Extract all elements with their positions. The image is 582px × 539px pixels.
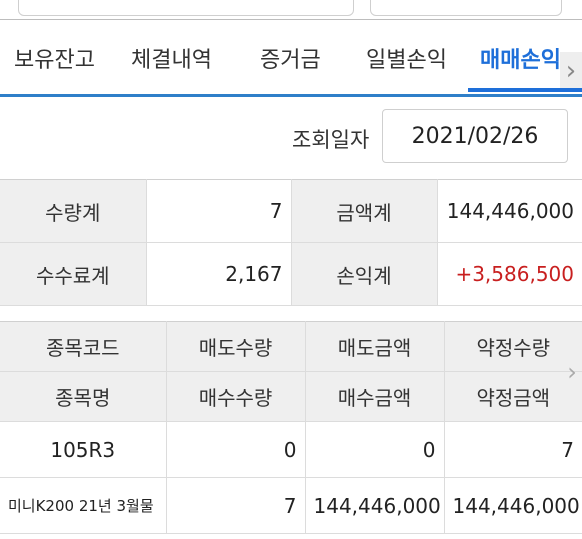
col-header-name: 종목명 bbox=[0, 371, 167, 422]
fee-total-value: 2,167 bbox=[146, 242, 292, 306]
top-partial-controls bbox=[0, 0, 582, 20]
tab-trading-pl[interactable]: 매매손익 bbox=[480, 48, 561, 73]
col-header-buy-qty: 매수수량 bbox=[166, 371, 306, 422]
query-date-label: 조회일자 bbox=[292, 128, 370, 152]
grid-header-row: 종목코드 매도수량 매도금액 약정수량 bbox=[0, 321, 582, 372]
cell-contract-qty: 7 bbox=[444, 421, 582, 478]
pl-total-label: 손익계 bbox=[291, 242, 438, 306]
top-button-box[interactable] bbox=[370, 0, 562, 16]
cell-name: 미니K200 21년 3월물 bbox=[0, 477, 167, 534]
col-header-code: 종목코드 bbox=[0, 321, 167, 372]
col-header-sell-amount: 매도금액 bbox=[305, 321, 445, 372]
amount-total-value: 144,446,000 bbox=[437, 179, 582, 243]
table-row[interactable]: 미니K200 21년 3월물 7 144,446,000 144,446,000 bbox=[0, 477, 582, 534]
cell-sell-amount: 0 bbox=[305, 421, 445, 478]
trade-grid: 종목코드 매도수량 매도금액 약정수량 종목명 매수수량 매수금액 약정금액 1… bbox=[0, 321, 582, 534]
pl-total-value: +3,586,500 bbox=[437, 242, 582, 306]
col-header-contract-amount: 약정금액 bbox=[444, 371, 582, 422]
top-select-box[interactable] bbox=[18, 0, 354, 16]
summary-table: 수량계 7 금액계 144,446,000 수수료계 2,167 손익계 +3,… bbox=[0, 179, 582, 306]
summary-row: 수량계 7 금액계 144,446,000 bbox=[0, 179, 582, 243]
chevron-right-icon[interactable]: › bbox=[560, 52, 582, 90]
tab-executions[interactable]: 체결내역 bbox=[131, 48, 212, 73]
tab-daily-pl[interactable]: 일별손익 bbox=[366, 48, 447, 73]
table-row[interactable]: 105R3 0 0 7 bbox=[0, 421, 582, 478]
tab-holdings[interactable]: 보유잔고 bbox=[14, 48, 95, 73]
col-header-contract-qty: 약정수량 bbox=[444, 321, 582, 372]
summary-row: 수수료계 2,167 손익계 +3,586,500 bbox=[0, 242, 582, 306]
amount-total-label: 금액계 bbox=[291, 179, 438, 243]
chevron-right-icon[interactable]: › bbox=[567, 358, 577, 386]
cell-buy-amount: 144,446,000 bbox=[305, 477, 445, 534]
qty-total-value: 7 bbox=[146, 179, 292, 243]
col-header-buy-amount: 매수금액 bbox=[305, 371, 445, 422]
active-tab-indicator bbox=[468, 88, 582, 92]
cell-buy-qty: 7 bbox=[166, 477, 306, 534]
grid-header-row: 종목명 매수수량 매수금액 약정금액 bbox=[0, 371, 582, 422]
tab-margin[interactable]: 증거금 bbox=[260, 48, 321, 73]
qty-total-label: 수량계 bbox=[0, 179, 147, 243]
col-header-sell-qty: 매도수량 bbox=[166, 321, 306, 372]
query-date-field[interactable]: 2021/02/26 bbox=[382, 109, 568, 163]
cell-code: 105R3 bbox=[0, 421, 167, 478]
query-bar: 조회일자 2021/02/26 bbox=[0, 96, 582, 180]
tab-bar: 보유잔고 체결내역 증거금 일별손익 매매손익 › bbox=[0, 19, 582, 97]
cell-contract-amount: 144,446,000 bbox=[444, 477, 582, 534]
cell-sell-qty: 0 bbox=[166, 421, 306, 478]
fee-total-label: 수수료계 bbox=[0, 242, 147, 306]
